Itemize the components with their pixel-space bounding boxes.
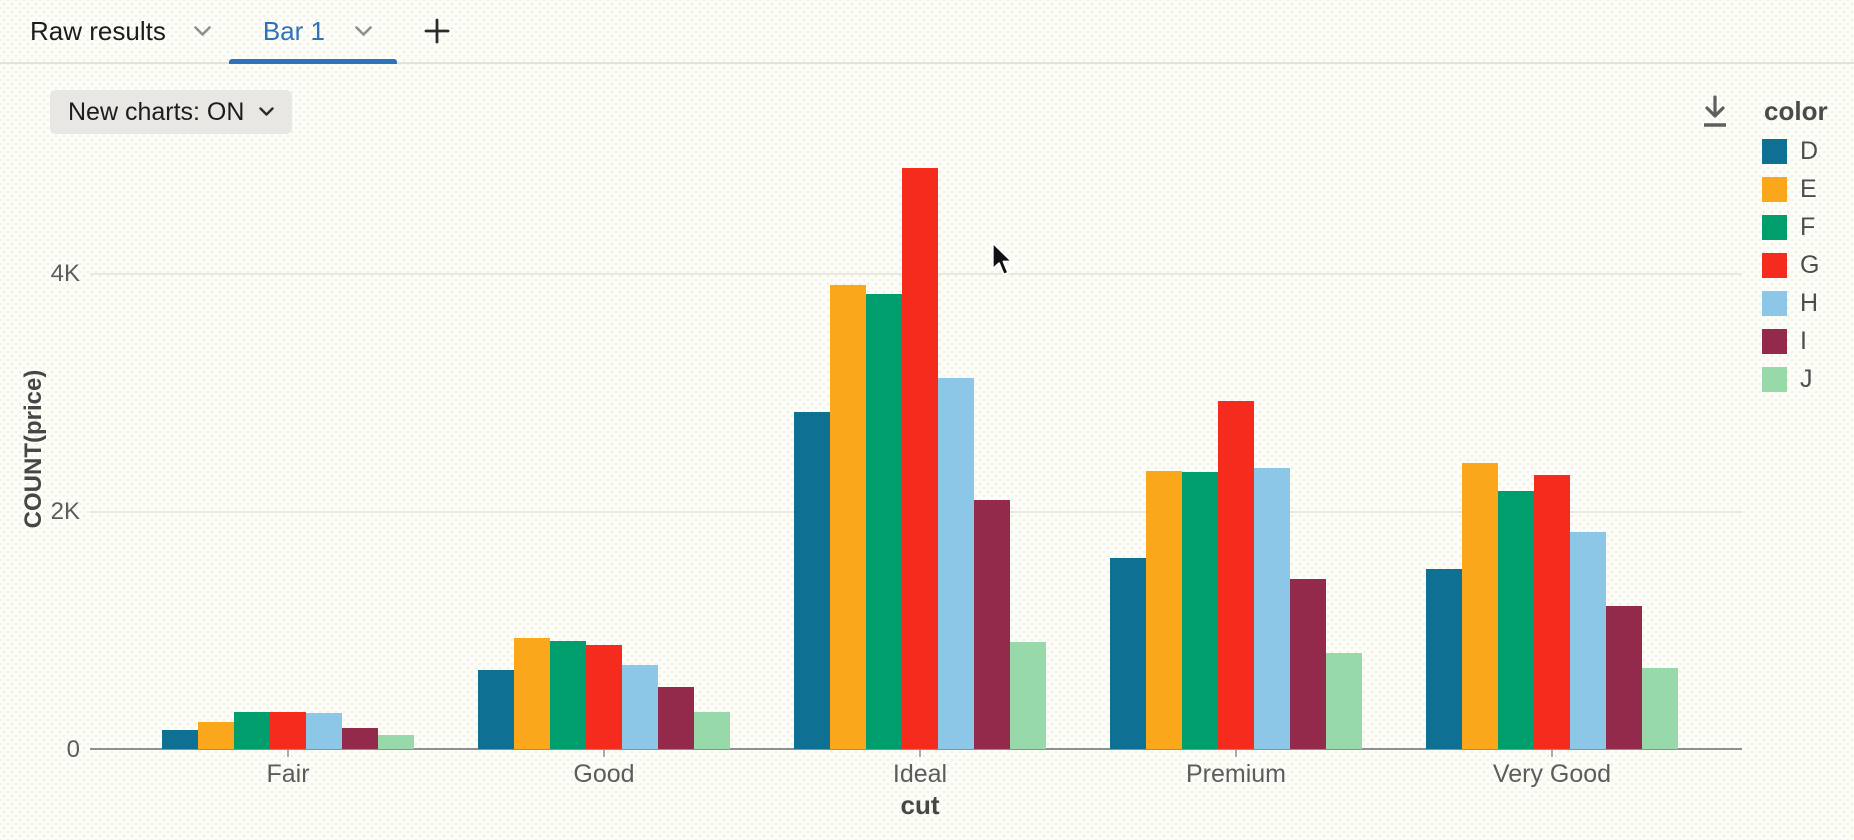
bar-ideal-i[interactable]	[974, 500, 1010, 749]
chevron-down-icon[interactable]	[355, 25, 372, 37]
legend-item-label: D	[1800, 137, 1819, 165]
new-charts-toggle[interactable]: New charts: ON	[50, 90, 293, 134]
legend-item-label: J	[1800, 365, 1813, 393]
bar-very-good-j[interactable]	[1642, 668, 1678, 749]
legend-item-f[interactable]: F	[1762, 213, 1854, 241]
x-axis-line	[90, 748, 1742, 750]
new-charts-toggle-label: New charts: ON	[68, 97, 245, 126]
bar-premium-j[interactable]	[1326, 653, 1362, 749]
category-label-fair: Fair	[266, 760, 310, 788]
legend-item-g[interactable]: G	[1762, 251, 1854, 279]
bar-good-j[interactable]	[694, 712, 730, 749]
x-axis-title: cut	[900, 790, 940, 820]
bar-premium-g[interactable]	[1218, 401, 1254, 749]
bar-premium-d[interactable]	[1110, 558, 1146, 749]
y-tick-label: 2K	[50, 498, 80, 525]
category-label-good: Good	[573, 760, 635, 788]
legend-swatch-icon	[1762, 177, 1787, 202]
plus-icon	[423, 17, 451, 45]
legend-item-i[interactable]: I	[1762, 327, 1854, 355]
legend-item-label: I	[1800, 327, 1807, 355]
x-axis-tick	[603, 750, 605, 757]
bar-good-e[interactable]	[514, 638, 550, 749]
bar-good-d[interactable]	[478, 670, 514, 749]
category-label-premium: Premium	[1185, 760, 1286, 788]
legend-item-label: H	[1800, 289, 1819, 317]
bar-good-h[interactable]	[622, 665, 658, 749]
x-axis-tick	[1235, 750, 1237, 757]
legend-item-d[interactable]: D	[1762, 137, 1854, 165]
bar-premium-e[interactable]	[1146, 471, 1182, 749]
legend-item-label: G	[1800, 251, 1820, 279]
y-tick-label: 4K	[50, 260, 80, 287]
tab-bar: Raw results Bar 1	[0, 0, 1854, 64]
x-axis-tick	[919, 750, 921, 757]
tab-raw-results[interactable]: Raw results	[30, 16, 211, 47]
legend-swatch-icon	[1762, 139, 1787, 164]
chevron-down-icon	[259, 107, 275, 117]
bar-good-i[interactable]	[658, 687, 694, 749]
tab-bar-1[interactable]: Bar 1	[228, 0, 397, 64]
bar-very-good-d[interactable]	[1426, 569, 1462, 749]
bar-good-f[interactable]	[550, 641, 586, 749]
bar-group-premium	[1110, 401, 1362, 749]
legend-swatch-icon	[1762, 291, 1787, 316]
legend-swatch-icon	[1762, 367, 1787, 392]
legend-item-label: E	[1800, 175, 1817, 203]
bar-fair-j[interactable]	[378, 735, 414, 749]
legend-swatch-icon	[1762, 329, 1787, 354]
bar-ideal-h[interactable]	[938, 378, 974, 749]
bar-premium-i[interactable]	[1290, 579, 1326, 749]
chevron-down-icon[interactable]	[194, 25, 211, 37]
bar-ideal-f[interactable]	[866, 294, 902, 749]
bar-very-good-e[interactable]	[1462, 463, 1498, 749]
bar-good-g[interactable]	[586, 645, 622, 749]
x-axis-tick	[1551, 750, 1553, 757]
legend-item-e[interactable]: E	[1762, 175, 1854, 203]
bar-group-very-good	[1426, 463, 1678, 749]
y-tick-label: 0	[66, 736, 80, 763]
bar-very-good-g[interactable]	[1534, 475, 1570, 749]
chart-plot: cut 0 2K 4K Fair Good Ideal Premium Very Good	[51, 140, 1742, 820]
tab-raw-results-label: Raw results	[30, 15, 166, 46]
tab-bar-1-label: Bar 1	[262, 15, 325, 46]
bar-group-ideal	[794, 168, 1046, 749]
bar-group-fair	[162, 712, 414, 749]
legend-item-h[interactable]: H	[1762, 289, 1854, 317]
legend-swatch-icon	[1762, 215, 1787, 240]
active-tab-underline	[228, 59, 397, 64]
bar-premium-h[interactable]	[1254, 468, 1290, 749]
category-label-very-good: Very Good	[1492, 760, 1612, 788]
bar-group-good	[478, 638, 730, 749]
legend-item-label: F	[1800, 213, 1816, 241]
bar-ideal-j[interactable]	[1010, 642, 1046, 749]
bar-ideal-d[interactable]	[794, 412, 830, 749]
bar-premium-f[interactable]	[1182, 472, 1218, 749]
bar-ideal-e[interactable]	[830, 285, 866, 749]
mouse-cursor	[991, 241, 1015, 284]
legend-swatch-icon	[1762, 253, 1787, 278]
y-axis-title: COUNT(price)	[20, 369, 47, 529]
download-icon	[1698, 92, 1732, 132]
x-axis-tick	[287, 750, 289, 757]
legend-item-j[interactable]: J	[1762, 365, 1854, 393]
legend-title: color	[1764, 96, 1828, 126]
bar-fair-d[interactable]	[162, 730, 198, 749]
bar-very-good-i[interactable]	[1606, 606, 1642, 749]
bar-very-good-h[interactable]	[1570, 532, 1606, 749]
bar-fair-f[interactable]	[234, 712, 270, 749]
bar-fair-e[interactable]	[198, 722, 234, 749]
bar-ideal-g[interactable]	[902, 168, 938, 749]
bar-fair-g[interactable]	[270, 712, 306, 749]
category-label-ideal: Ideal	[892, 760, 948, 788]
bar-very-good-f[interactable]	[1498, 491, 1534, 749]
download-button[interactable]	[1698, 92, 1732, 132]
bar-fair-h[interactable]	[306, 713, 342, 749]
bar-fair-i[interactable]	[342, 728, 378, 749]
add-tab-button[interactable]	[423, 17, 451, 45]
